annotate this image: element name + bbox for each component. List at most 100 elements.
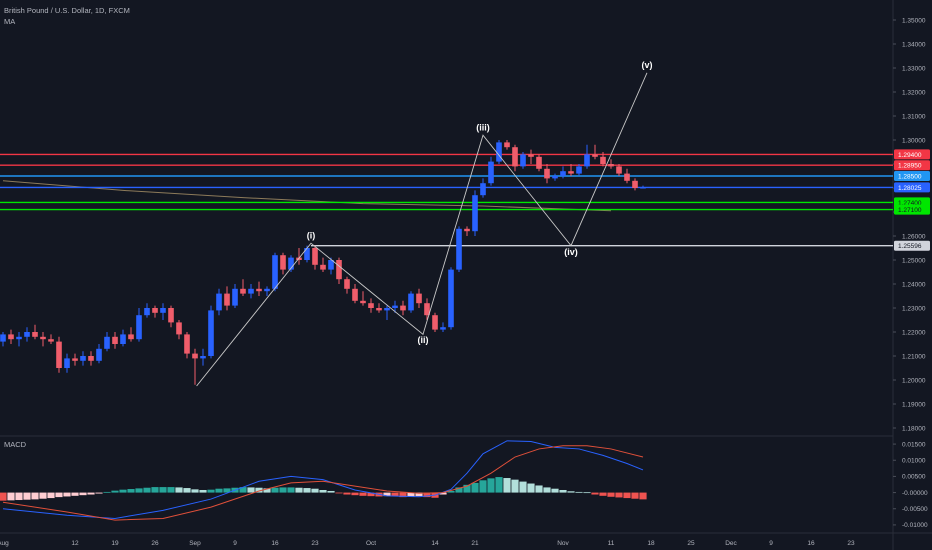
candle-body[interactable] xyxy=(608,164,614,167)
candle-body[interactable] xyxy=(136,315,142,340)
candle-body[interactable] xyxy=(288,257,294,270)
candle-body[interactable] xyxy=(344,279,350,289)
candle-body[interactable] xyxy=(240,288,246,294)
macd-histogram-bar xyxy=(367,492,375,497)
price-axis[interactable]: 1.35000 1.34000 1.33000 1.32000 1.31000 1.300… xyxy=(893,17,928,529)
candle-body[interactable] xyxy=(616,166,622,174)
candle-body[interactable] xyxy=(160,308,166,313)
candle-body[interactable] xyxy=(200,356,206,359)
wave-path-line[interactable] xyxy=(196,72,648,387)
candle-body[interactable] xyxy=(112,336,118,344)
candle-body[interactable] xyxy=(192,353,198,359)
candle-body[interactable] xyxy=(376,308,382,311)
candle-body[interactable] xyxy=(352,288,358,301)
candle-body[interactable] xyxy=(96,348,102,361)
candle-body[interactable] xyxy=(368,303,374,308)
candle-body[interactable] xyxy=(392,305,398,308)
candle-body[interactable] xyxy=(152,308,158,313)
candle-body[interactable] xyxy=(144,308,150,316)
candle-body[interactable] xyxy=(512,147,518,167)
candle-body[interactable] xyxy=(208,310,214,356)
time-tick-label: 23 xyxy=(847,540,855,547)
elliott-wave-path[interactable]: (i) (ii) (iii) (iv) (v) xyxy=(196,60,653,387)
price-level-tags: 1.29400 1.28950 1.28500 1.28025 1.274001.271… xyxy=(894,149,930,251)
candle-body[interactable] xyxy=(584,154,590,167)
indicator-label-ma[interactable]: MA xyxy=(4,17,16,26)
candle-body[interactable] xyxy=(128,334,134,340)
time-tick-label: 18 xyxy=(647,540,655,547)
candle-body[interactable] xyxy=(400,305,406,311)
candle-body[interactable] xyxy=(88,356,94,361)
candle-body[interactable] xyxy=(496,142,502,162)
candle-body[interactable] xyxy=(448,269,454,328)
candle-body[interactable] xyxy=(72,358,78,361)
candle-body[interactable] xyxy=(32,332,38,337)
signal-line xyxy=(2,445,644,521)
candle-body[interactable] xyxy=(248,288,254,294)
candle-body[interactable] xyxy=(632,180,638,188)
candle-body[interactable] xyxy=(640,187,646,189)
candle-body[interactable] xyxy=(64,358,70,368)
horizontal-levels[interactable] xyxy=(0,153,893,247)
candle-body[interactable] xyxy=(272,255,278,289)
macd-histogram-bar xyxy=(255,487,263,493)
candle-body[interactable] xyxy=(24,332,30,337)
candle-body[interactable] xyxy=(256,288,262,292)
time-axis[interactable]: Aug 12 19 26 Sep 9 16 23 Oct 14 21 Nov 11 18 25 Dec 9 16 2… xyxy=(0,540,855,547)
candle-body[interactable] xyxy=(536,156,542,169)
candle-body[interactable] xyxy=(120,334,126,344)
candle-body[interactable] xyxy=(408,293,414,311)
candle-body[interactable] xyxy=(432,315,438,330)
candle-body[interactable] xyxy=(456,228,462,270)
time-tick-label: 11 xyxy=(608,540,615,547)
candle-body[interactable] xyxy=(528,154,534,157)
candle-body[interactable] xyxy=(328,260,334,270)
candle-body[interactable] xyxy=(568,171,574,174)
candle-body[interactable] xyxy=(264,288,270,292)
time-tick-label: Sep xyxy=(189,540,201,547)
candle-body[interactable] xyxy=(40,336,46,340)
candle-body[interactable] xyxy=(560,171,566,176)
candle-body[interactable] xyxy=(336,260,342,280)
candle-body[interactable] xyxy=(80,356,86,361)
candlesticks[interactable] xyxy=(0,140,646,385)
candle-body[interactable] xyxy=(16,336,22,340)
candle-body[interactable] xyxy=(424,303,430,316)
candle-body[interactable] xyxy=(176,322,182,335)
candle-body[interactable] xyxy=(216,293,222,311)
candle-body[interactable] xyxy=(592,154,598,157)
candle-body[interactable] xyxy=(280,255,286,270)
candle-body[interactable] xyxy=(168,308,174,323)
candle-body[interactable] xyxy=(576,166,582,174)
candle-body[interactable] xyxy=(8,334,14,340)
candle-body[interactable] xyxy=(504,142,510,148)
candle-body[interactable] xyxy=(544,168,550,179)
candle-body[interactable] xyxy=(480,183,486,196)
candle-body[interactable] xyxy=(320,264,326,270)
candle-body[interactable] xyxy=(0,334,6,342)
candle-body[interactable] xyxy=(624,173,630,181)
candle-body[interactable] xyxy=(600,156,606,164)
time-tick-label: Aug xyxy=(0,540,9,547)
candle-body[interactable] xyxy=(488,161,494,184)
candle-body[interactable] xyxy=(104,336,110,349)
candle-body[interactable] xyxy=(440,327,446,330)
candle-body[interactable] xyxy=(184,334,190,354)
candle-body[interactable] xyxy=(464,228,470,232)
candle-body[interactable] xyxy=(360,300,366,304)
candle-body[interactable] xyxy=(416,293,422,304)
candle-body[interactable] xyxy=(48,339,54,342)
macd-tick-label: 0.01000 xyxy=(902,458,926,465)
candle-body[interactable] xyxy=(56,341,62,368)
candle-body[interactable] xyxy=(384,308,390,311)
candle-body[interactable] xyxy=(224,293,230,306)
candle-body[interactable] xyxy=(312,248,318,265)
candle-body[interactable] xyxy=(552,176,558,179)
candle-body[interactable] xyxy=(304,248,310,260)
candle-body[interactable] xyxy=(232,288,238,306)
candle-body[interactable] xyxy=(520,154,526,167)
candle-body[interactable] xyxy=(472,195,478,232)
macd-histogram-bar xyxy=(415,492,423,497)
indicator-label-macd[interactable]: MACD xyxy=(4,440,27,449)
